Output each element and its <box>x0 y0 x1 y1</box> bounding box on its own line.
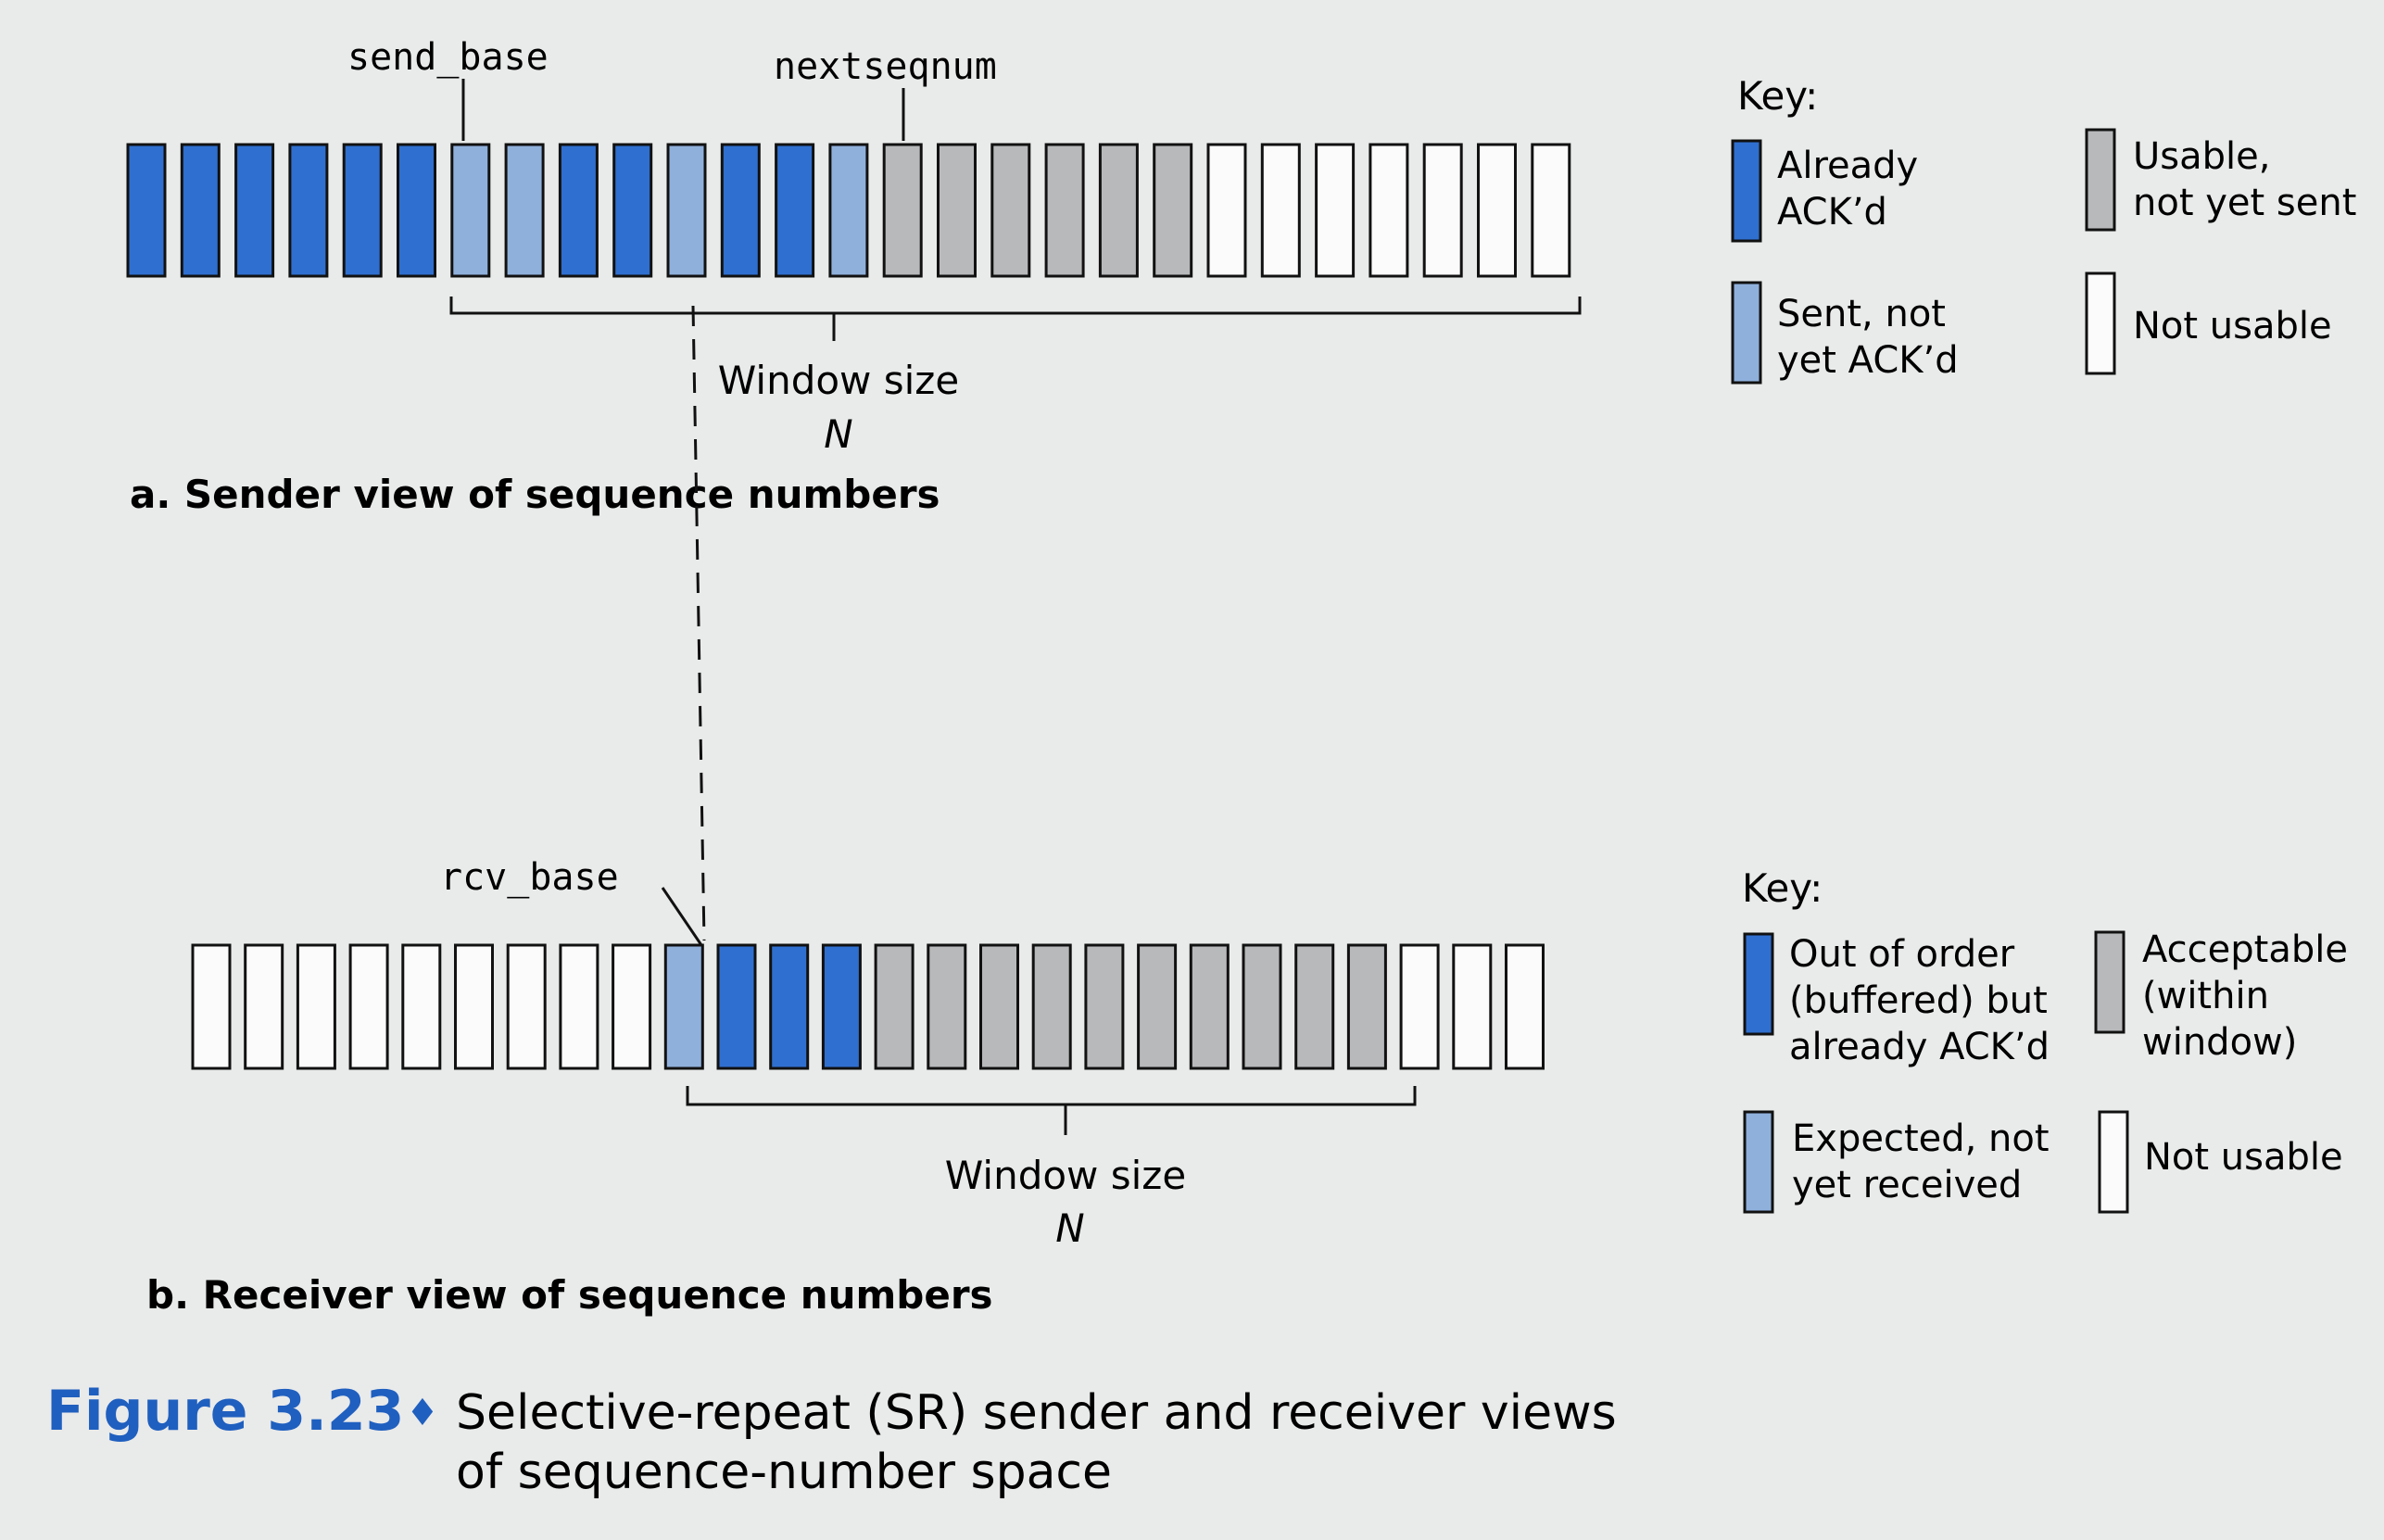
key-label-expected: Expected, not yet received <box>1792 1117 2050 1206</box>
key-swatch-sent <box>1731 281 1762 385</box>
receiver-window-n: N <box>1055 1205 1084 1251</box>
key-swatch-unusable <box>2098 1110 2129 1214</box>
sender-key-title: Key: <box>1737 73 1818 119</box>
receiver-cell-acceptable <box>1137 943 1178 1070</box>
receiver-cell-unusable <box>191 943 232 1070</box>
sender-caption: a. Sender view of sequence numbers <box>130 472 940 517</box>
sender-cell-acked <box>720 143 761 278</box>
key-label-buffered: Out of order (buffered) but already ACK’d <box>1789 933 2050 1068</box>
sender-cell-unusable <box>1315 143 1356 278</box>
receiver-cell-acceptable <box>1084 943 1125 1070</box>
sender-cell-acked <box>612 143 653 278</box>
sender-cell-acked <box>775 143 815 278</box>
receiver-cell-unusable <box>559 943 599 1070</box>
sender-window-n: N <box>824 411 852 457</box>
receiver-cell-unusable <box>454 943 494 1070</box>
receiver-cell-acceptable <box>1346 943 1387 1070</box>
sender-cell-acked <box>288 143 329 278</box>
key-swatch-buffered <box>1743 932 1774 1036</box>
key-swatch-expected <box>1743 1110 1774 1214</box>
receiver-cell-unusable <box>1399 943 1440 1070</box>
receiver-window-bracket <box>686 1086 1417 1106</box>
sender-cell-usable <box>1153 143 1193 278</box>
key-swatch-acceptable <box>2094 930 2125 1034</box>
window-alignment-dashed-line <box>691 305 706 941</box>
key-label-acked: Already ACK’d <box>1777 145 1918 234</box>
sender-cell-sent <box>504 143 545 278</box>
sender-cell-acked <box>342 143 383 278</box>
receiver-cell-unusable <box>296 943 336 1070</box>
sender-cell-sent <box>450 143 491 278</box>
sender-cell-unusable <box>1369 143 1409 278</box>
sender-key: Key: Already ACK’d Usable, not yet sent Sent… <box>1731 73 2356 385</box>
key-label-unusable: Not usable <box>2144 1136 2343 1179</box>
receiver-cell-acceptable <box>874 943 914 1070</box>
key-label-usable: Usable, not yet sent <box>2133 135 2356 224</box>
receiver-key: Key: Out of order (buffered) but already A… <box>1742 865 2348 1214</box>
key-swatch-acked <box>1731 139 1762 243</box>
sender-cell-unusable <box>1206 143 1247 278</box>
receiver-cell-acceptable <box>1242 943 1282 1070</box>
sender-cell-sent <box>828 143 869 278</box>
sender-cell-usable <box>1044 143 1085 278</box>
sender-cell-acked <box>558 143 599 278</box>
receiver-window-size-label: Window size <box>945 1153 1186 1198</box>
sender-cell-acked <box>180 143 221 278</box>
key-label-sent: Sent, not yet ACK’d <box>1777 293 1959 382</box>
receiver-cell-unusable <box>1452 943 1493 1070</box>
receiver-cell-unusable <box>348 943 389 1070</box>
receiver-cell-acceptable <box>1189 943 1230 1070</box>
receiver-key-title: Key: <box>1742 865 1823 911</box>
nextseqnum-label: nextseqnum <box>774 45 997 88</box>
figure-title-line-2: of sequence-number space <box>456 1445 1112 1500</box>
figure-bullet: ♦ <box>406 1392 439 1434</box>
receiver-cell-unusable <box>244 943 284 1070</box>
key-label-acceptable: Acceptable (within window) <box>2142 928 2348 1064</box>
receiver-cell-buffered <box>769 943 810 1070</box>
figure-title-line-1: Selective-repeat (SR) sender and receive… <box>456 1385 1617 1441</box>
key-swatch-unusable <box>2085 271 2116 375</box>
sender-cell-usable <box>990 143 1031 278</box>
receiver-cell-unusable <box>1505 943 1545 1070</box>
receiver-cell-acceptable <box>1294 943 1335 1070</box>
receiver-cell-expected <box>663 943 704 1070</box>
sender-cell-unusable <box>1260 143 1301 278</box>
receiver-caption: b. Receiver view of sequence numbers <box>146 1272 993 1318</box>
sender-cell-unusable <box>1422 143 1463 278</box>
sender-window-bracket <box>449 297 1582 315</box>
sender-cell-acked <box>126 143 167 278</box>
rcv-base-label: rcv_base <box>440 856 619 899</box>
receiver-cell-unusable <box>401 943 442 1070</box>
receiver-cell-buffered <box>716 943 757 1070</box>
key-swatch-usable <box>2085 128 2116 232</box>
figure-caption: Figure 3.23 ♦ Selective-repeat (SR) send… <box>46 1379 1617 1500</box>
sender-cell-acked <box>397 143 436 278</box>
receiver-cell-acceptable <box>1031 943 1072 1070</box>
sender-cell-usable <box>1098 143 1139 278</box>
send-base-label: send_base <box>347 36 549 79</box>
receiver-cell-unusable <box>612 943 652 1070</box>
key-label-unusable: Not usable <box>2133 305 2332 347</box>
receiver-sequence-cells <box>191 943 1545 1070</box>
sender-cell-acked <box>234 143 275 278</box>
receiver-cell-unusable <box>506 943 547 1070</box>
sender-sequence-cells <box>126 143 1571 278</box>
receiver-cell-buffered <box>821 943 862 1070</box>
sender-cell-usable <box>882 143 923 278</box>
receiver-cell-acceptable <box>979 943 1019 1070</box>
figure-number: Figure 3.23 <box>46 1379 404 1444</box>
receiver-view: rcv_base Window size N b. Receiver view … <box>146 856 2348 1318</box>
sender-view: send_base nextseqnum Window size N a. Se… <box>126 36 2356 517</box>
sender-cell-usable <box>937 143 977 278</box>
sender-window-size-label: Window size <box>718 358 959 403</box>
rcv-base-pointer <box>661 887 703 946</box>
sender-cell-unusable <box>1531 143 1571 278</box>
sender-cell-unusable <box>1477 143 1517 278</box>
sender-cell-sent <box>666 143 707 278</box>
receiver-cell-acceptable <box>927 943 967 1070</box>
